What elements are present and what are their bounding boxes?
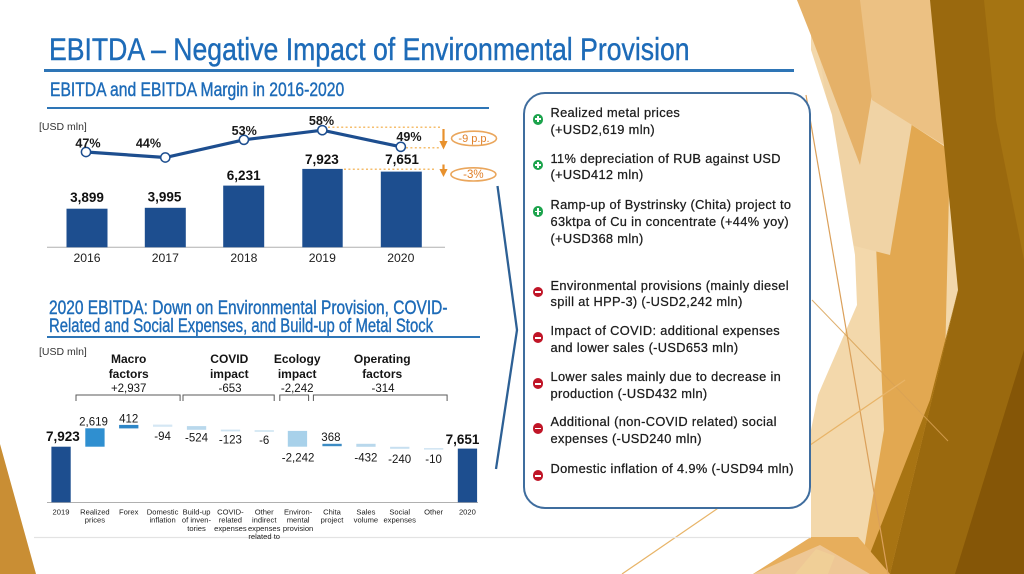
svg-text:-240: -240 [388, 454, 411, 466]
svg-text:7,923: 7,923 [46, 429, 80, 444]
svg-text:related to: related to [248, 532, 280, 541]
svg-text:7,923: 7,923 [305, 152, 339, 167]
svg-text:2019: 2019 [309, 251, 336, 265]
svg-text:Forex: Forex [119, 508, 139, 517]
svg-text:7,651: 7,651 [385, 152, 419, 167]
svg-text:Social: Social [389, 508, 410, 517]
svg-text:-6: -6 [259, 435, 269, 447]
svg-text:2020: 2020 [387, 251, 414, 265]
svg-text:-314: -314 [371, 383, 395, 395]
svg-text:inflation: inflation [150, 516, 176, 525]
svg-text:Domestic: Domestic [147, 508, 179, 517]
svg-text:-432: -432 [354, 453, 377, 465]
svg-text:Other: Other [424, 508, 443, 517]
svg-text:of inven-: of inven- [182, 516, 212, 525]
svg-text:-653: -653 [218, 383, 241, 395]
svg-text:49%: 49% [396, 130, 421, 144]
svg-text:-10: -10 [425, 454, 442, 466]
svg-text:2,619: 2,619 [79, 417, 108, 429]
svg-text:2017: 2017 [152, 251, 179, 265]
svg-text:-2,242: -2,242 [282, 453, 315, 465]
svg-text:-9 p.p.: -9 p.p. [458, 133, 489, 145]
svg-text:2016: 2016 [73, 251, 100, 265]
svg-text:Environ-: Environ- [284, 508, 313, 517]
svg-text:volume: volume [354, 516, 378, 525]
svg-text:factors: factors [109, 367, 149, 381]
svg-text:-2,242: -2,242 [281, 383, 314, 395]
svg-text:2020: 2020 [459, 508, 476, 517]
svg-text:3,899: 3,899 [70, 190, 104, 205]
svg-text:Realized: Realized [80, 508, 110, 517]
svg-text:prices: prices [85, 516, 105, 525]
svg-text:indirect: indirect [252, 516, 277, 525]
svg-text:368: 368 [321, 432, 340, 444]
svg-text:Ecology: Ecology [274, 352, 321, 366]
svg-text:COVID: COVID [210, 352, 248, 366]
svg-text:2018: 2018 [230, 251, 257, 265]
svg-text:-3%: -3% [463, 169, 483, 181]
svg-text:6,231: 6,231 [227, 168, 261, 183]
svg-text:provision: provision [283, 524, 313, 533]
svg-text:Macro: Macro [111, 352, 146, 366]
svg-text:impact: impact [278, 367, 317, 381]
svg-text:expenses: expenses [214, 524, 247, 533]
svg-text:mental: mental [287, 516, 310, 525]
svg-text:factors: factors [362, 367, 402, 381]
svg-text:47%: 47% [75, 136, 100, 150]
svg-text:-123: -123 [219, 435, 242, 447]
svg-text:44%: 44% [136, 136, 161, 150]
svg-text:2019: 2019 [53, 508, 70, 517]
svg-text:Other: Other [255, 508, 274, 517]
svg-text:+2,937: +2,937 [111, 383, 147, 395]
svg-text:58%: 58% [309, 114, 334, 128]
svg-text:Sales: Sales [356, 508, 375, 517]
svg-text:COVID-: COVID- [217, 508, 244, 517]
svg-text:7,651: 7,651 [446, 432, 480, 447]
svg-text:412: 412 [119, 413, 138, 425]
svg-text:-94: -94 [154, 431, 171, 443]
svg-text:Operating: Operating [354, 352, 411, 366]
svg-text:-524: -524 [185, 432, 209, 444]
svg-text:53%: 53% [232, 124, 257, 138]
svg-text:project: project [321, 516, 345, 525]
svg-text:tories: tories [187, 524, 206, 533]
svg-text:related: related [219, 516, 242, 525]
svg-text:impact: impact [210, 367, 249, 381]
svg-text:expenses: expenses [248, 524, 281, 533]
svg-text:3,995: 3,995 [148, 190, 182, 205]
svg-text:Build-up: Build-up [183, 508, 211, 517]
svg-text:Chita: Chita [323, 508, 342, 517]
svg-text:expenses: expenses [383, 516, 416, 525]
